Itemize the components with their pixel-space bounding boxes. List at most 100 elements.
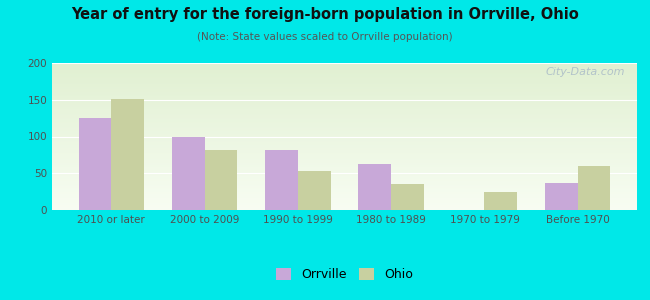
Bar	[52, 184, 637, 185]
Bar	[52, 155, 637, 156]
Bar	[52, 101, 637, 102]
Bar	[52, 171, 637, 172]
Bar	[52, 105, 637, 106]
Bar	[52, 185, 637, 186]
Bar	[52, 191, 637, 192]
Bar	[52, 103, 637, 104]
Bar	[52, 186, 637, 187]
Bar	[578, 166, 610, 210]
Bar	[52, 162, 637, 163]
Bar	[52, 178, 637, 179]
Bar	[52, 94, 637, 95]
Bar	[52, 195, 637, 196]
Bar	[52, 84, 637, 85]
Bar	[52, 136, 637, 137]
Bar	[545, 183, 578, 210]
Bar	[52, 70, 637, 71]
Bar	[52, 192, 637, 193]
Bar	[52, 115, 637, 116]
Bar	[52, 92, 637, 93]
Bar	[52, 119, 637, 120]
Bar	[52, 160, 637, 161]
Bar	[52, 170, 637, 171]
Bar	[52, 98, 637, 99]
Text: Year of entry for the foreign-born population in Orrville, Ohio: Year of entry for the foreign-born popul…	[71, 8, 579, 22]
Bar	[52, 199, 637, 200]
Bar	[52, 80, 637, 81]
Bar	[52, 71, 637, 72]
Bar	[52, 97, 637, 98]
Bar	[52, 206, 637, 207]
Bar	[52, 95, 637, 96]
Bar	[52, 181, 637, 182]
Bar	[52, 114, 637, 115]
Bar	[52, 139, 637, 140]
Bar	[52, 100, 637, 101]
Bar	[52, 100, 637, 101]
Bar	[52, 201, 637, 202]
Bar	[52, 88, 637, 89]
Bar	[52, 164, 637, 165]
Bar	[52, 116, 637, 117]
Bar	[52, 197, 637, 198]
Bar	[52, 174, 637, 175]
Bar	[52, 208, 637, 209]
Bar	[52, 187, 637, 188]
Bar	[52, 154, 637, 155]
Bar	[52, 152, 637, 153]
Bar	[52, 159, 637, 160]
Bar	[52, 142, 637, 143]
Bar	[359, 164, 391, 210]
Bar	[52, 81, 637, 82]
Bar	[52, 205, 637, 206]
Bar	[52, 104, 637, 105]
Bar	[52, 112, 637, 113]
Bar	[52, 67, 637, 68]
Bar	[52, 122, 637, 123]
Bar	[52, 66, 637, 67]
Bar	[52, 120, 637, 121]
Bar	[52, 183, 637, 184]
Bar	[52, 99, 637, 100]
Bar	[52, 203, 637, 204]
Bar	[52, 68, 637, 69]
Bar	[52, 153, 637, 154]
Bar	[52, 147, 637, 148]
Bar	[484, 192, 517, 210]
Bar	[52, 156, 637, 157]
Bar	[52, 151, 637, 152]
Bar	[52, 125, 637, 126]
Bar	[52, 121, 637, 122]
Bar	[79, 118, 111, 210]
Bar	[52, 165, 637, 166]
Bar	[52, 200, 637, 201]
Bar	[52, 83, 637, 84]
Bar	[52, 132, 637, 133]
Bar	[52, 180, 637, 181]
Bar	[52, 193, 637, 194]
Bar	[52, 133, 637, 134]
Bar	[52, 86, 637, 87]
Bar	[52, 123, 637, 124]
Bar	[52, 93, 637, 94]
Bar	[52, 110, 637, 111]
Bar	[52, 74, 637, 75]
Bar	[52, 161, 637, 162]
Bar	[52, 173, 637, 174]
Bar	[52, 190, 637, 191]
Bar	[52, 79, 637, 80]
Bar	[52, 158, 637, 159]
Bar	[52, 91, 637, 92]
Bar	[52, 102, 637, 103]
Bar	[52, 85, 637, 86]
Bar	[52, 177, 637, 178]
Bar	[52, 135, 637, 136]
Bar	[52, 127, 637, 128]
Bar	[52, 188, 637, 189]
Bar	[52, 179, 637, 180]
Bar	[52, 209, 637, 210]
Bar	[52, 90, 637, 91]
Bar	[52, 157, 637, 158]
Bar	[52, 138, 637, 139]
Bar	[52, 126, 637, 127]
